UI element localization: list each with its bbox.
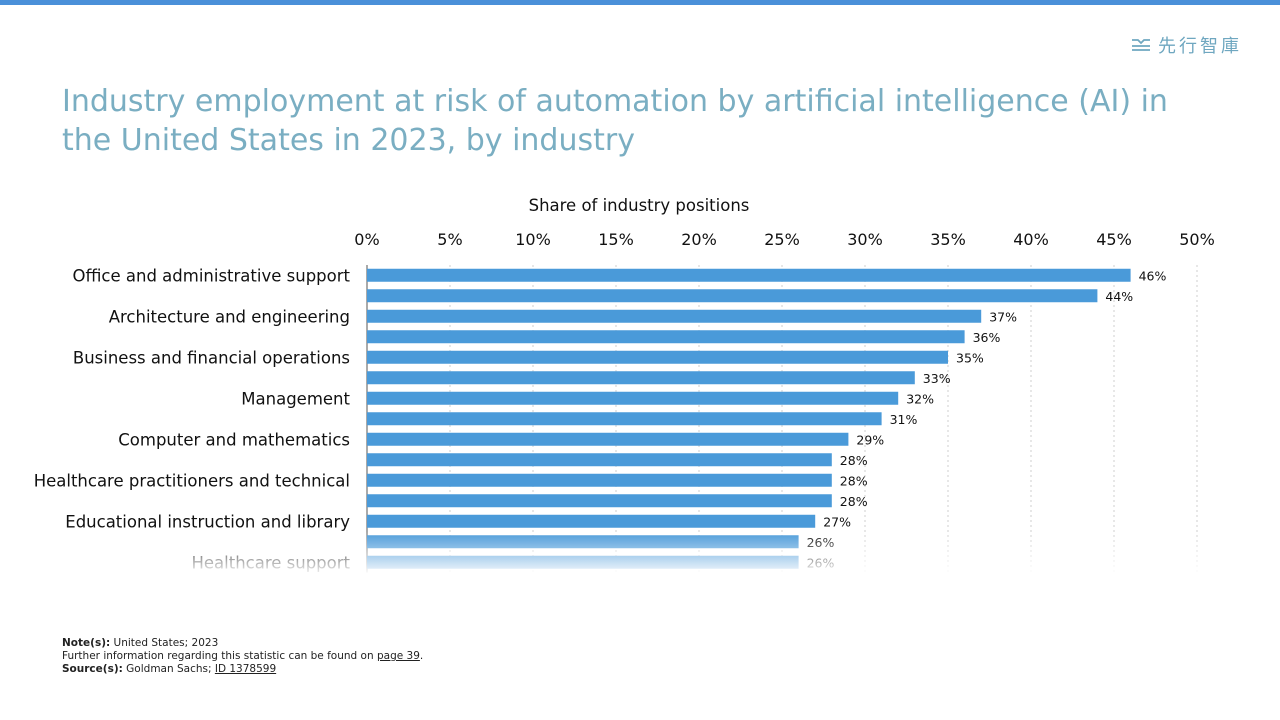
category-label: Computer and mathematics <box>118 430 350 449</box>
x-tick-label: 40% <box>1013 230 1049 249</box>
x-tick-label: 45% <box>1096 230 1132 249</box>
category-label: Architecture and engineering <box>109 307 350 326</box>
bar <box>367 268 1131 282</box>
category-label: Office and administrative support <box>72 266 350 285</box>
bar <box>367 432 849 446</box>
bar <box>367 473 832 487</box>
bar-value-label: 37% <box>989 309 1017 324</box>
bar-value-label: 28% <box>840 494 868 509</box>
category-label: Educational instruction and library <box>65 512 350 531</box>
x-tick-label: 25% <box>764 230 800 249</box>
note-label: Note(s): <box>62 637 111 649</box>
note-text: United States; 2023 <box>113 637 219 649</box>
further-info-line: Further information regarding this stati… <box>62 650 424 662</box>
bar <box>367 391 899 405</box>
category-label: Business and financial operations <box>73 348 350 367</box>
bar <box>367 453 832 467</box>
bar-chart: Share of industry positions 0% 5% 10% 15% 20%… <box>0 196 1280 577</box>
source-line: Source(s): Goldman Sachs; ID 1378599 <box>62 663 423 676</box>
x-tick-label: 10% <box>515 230 551 249</box>
bar-value-label: 29% <box>856 432 884 447</box>
top-accent-bar <box>0 0 1280 5</box>
page-title: Industry employment at risk of automatio… <box>62 84 1168 158</box>
bar <box>367 514 816 528</box>
bar-value-label: 28% <box>840 453 868 468</box>
category-label: Healthcare practitioners and technical <box>34 471 350 490</box>
x-tick-label: 15% <box>598 230 634 249</box>
bar-value-label: 27% <box>823 514 851 529</box>
note-line: Note(s): United States; 2023 <box>62 637 423 650</box>
bar-value-label: 44% <box>1105 289 1133 304</box>
footer-notes: Note(s): United States; 2023 Further inf… <box>62 637 423 676</box>
x-tick-label: 5% <box>437 230 462 249</box>
bar-value-label: 28% <box>840 473 868 488</box>
brand-logo-icon <box>1132 39 1150 51</box>
bar <box>367 412 882 426</box>
x-tick-label: 35% <box>930 230 966 249</box>
bar-value-label: 36% <box>973 330 1001 345</box>
bar <box>367 330 965 344</box>
statistic-id-link[interactable]: ID 1378599 <box>214 663 277 675</box>
bar-value-label: 31% <box>890 412 918 427</box>
brand-name: 先行智庫 <box>1158 36 1242 57</box>
bar-value-label: 35% <box>956 350 984 365</box>
bar-value-label: 46% <box>1139 268 1167 283</box>
bar <box>367 350 948 364</box>
source-label: Source(s): <box>62 663 123 675</box>
x-tick-label: 20% <box>681 230 717 249</box>
fade-overlay <box>0 531 1280 577</box>
category-label: Management <box>241 389 350 408</box>
bar <box>367 371 915 385</box>
bar <box>367 494 832 508</box>
bar-value-label: 33% <box>923 371 951 386</box>
x-tick-label: 30% <box>847 230 883 249</box>
bar <box>367 289 1098 303</box>
x-tick-label: 0% <box>354 230 379 249</box>
bar-value-label: 32% <box>906 391 934 406</box>
bar <box>367 309 982 323</box>
brand-logo: 先行智庫 <box>1130 32 1242 58</box>
further-info-text: Further information regarding this stati… <box>62 650 374 662</box>
x-axis-label: Share of industry positions <box>529 196 750 215</box>
x-tick-label: 50% <box>1179 230 1215 249</box>
source-text: Goldman Sachs; <box>126 663 212 675</box>
page-link[interactable]: page 39 <box>376 650 420 662</box>
